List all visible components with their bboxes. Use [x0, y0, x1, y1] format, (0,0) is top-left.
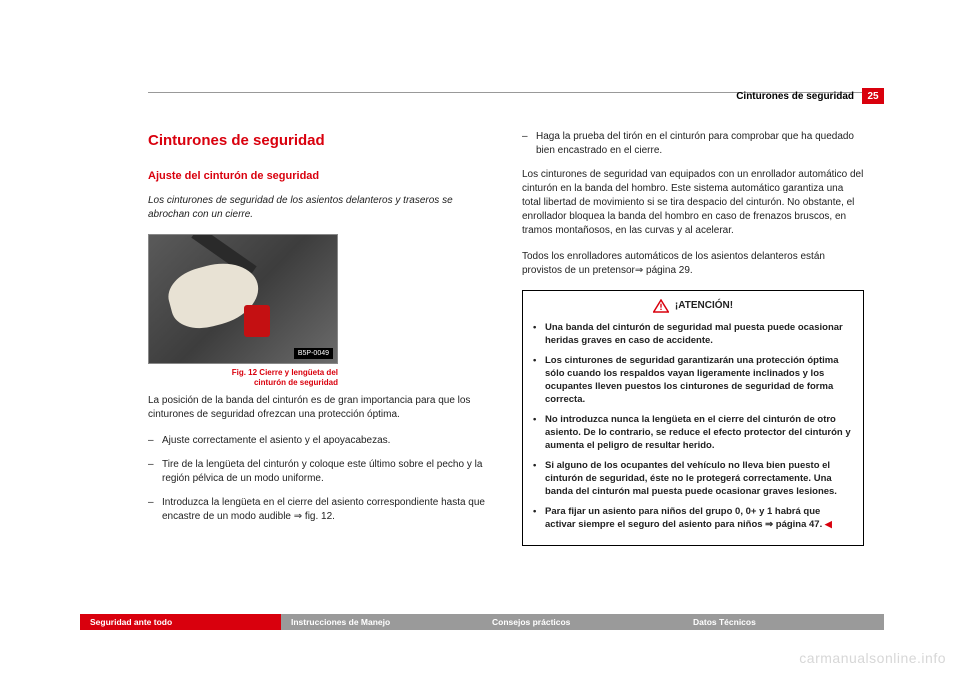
figure-id-label: B5P-0049 — [294, 348, 333, 360]
end-mark-icon: ◀ — [825, 519, 832, 529]
right-column: – Haga la prueba del tirón en el cinturó… — [522, 130, 864, 588]
subheading: Ajuste del cinturón de seguridad — [148, 169, 490, 184]
bullet-icon: • — [533, 459, 545, 499]
warning-text: Los cinturones de seguridad garantizarán… — [545, 354, 853, 407]
warning-header: ¡ATENCIÓN! — [533, 299, 853, 313]
paragraph: Los cinturones de seguridad van equipado… — [522, 168, 864, 238]
warning-item: •Si alguno de los ocupantes del vehículo… — [533, 459, 853, 499]
watermark-text: carmanualsonline.info — [799, 650, 946, 666]
content-area: Cinturones de seguridad Ajuste del cintu… — [148, 130, 864, 588]
dash-icon: – — [148, 434, 162, 448]
manual-page: Cinturones de seguridad 25 Cinturones de… — [0, 0, 960, 678]
warning-text: Si alguno de los ocupantes del vehículo … — [545, 459, 853, 499]
warning-text-inner: Para fijar un asiento para niños del gru… — [545, 506, 822, 530]
footer-tab-consejos[interactable]: Consejos prácticos — [482, 614, 683, 630]
bullet-icon: • — [533, 321, 545, 348]
left-column: Cinturones de seguridad Ajuste del cintu… — [148, 130, 490, 588]
cross-ref-link[interactable]: ⇒ página 29. — [635, 265, 693, 276]
warning-list: •Una banda del cinturón de seguridad mal… — [533, 321, 853, 531]
warning-triangle-icon — [653, 299, 669, 313]
footer-nav: Seguridad ante todo Instrucciones de Man… — [80, 614, 884, 630]
intro-text: Los cinturones de seguridad de los asien… — [148, 194, 490, 222]
header-section-title: Cinturones de seguridad — [736, 91, 854, 102]
step-text: Ajuste correctamente el asiento y el apo… — [162, 434, 490, 448]
figure-caption: Fig. 12 Cierre y lengüeta del cinturón d… — [208, 368, 338, 387]
warning-item: •No introduzca nunca la lengüeta en el c… — [533, 413, 853, 453]
section-heading: Cinturones de seguridad — [148, 130, 490, 151]
warning-text: Para fijar un asiento para niños del gru… — [545, 505, 853, 532]
warning-item: •Para fijar un asiento para niños del gr… — [533, 505, 853, 532]
warning-title: ¡ATENCIÓN! — [675, 299, 733, 313]
step-item: – Tire de la lengüeta del cinturón y col… — [148, 458, 490, 486]
step-text: Tire de la lengüeta del cinturón y coloq… — [162, 458, 490, 486]
warning-text: No introduzca nunca la lengüeta en el ci… — [545, 413, 853, 453]
paragraph-after-figure: La posición de la banda del cinturón es … — [148, 394, 490, 422]
bullet-icon: • — [533, 354, 545, 407]
footer-tab-datos[interactable]: Datos Técnicos — [683, 614, 884, 630]
step-text: Haga la prueba del tirón en el cinturón … — [536, 130, 864, 158]
warning-text: Una banda del cinturón de seguridad mal … — [545, 321, 853, 348]
figure-buckle-shape — [244, 305, 270, 337]
dash-icon: – — [148, 458, 162, 486]
page-number-badge: 25 — [862, 88, 884, 104]
footer-tab-instrucciones[interactable]: Instrucciones de Manejo — [281, 614, 482, 630]
figure-image: B5P-0049 — [148, 234, 338, 364]
warning-item: •Los cinturones de seguridad garantizará… — [533, 354, 853, 407]
bullet-icon: • — [533, 413, 545, 453]
paragraph: Todos los enrolladores automáticos de lo… — [522, 250, 864, 278]
dash-icon: – — [148, 496, 162, 524]
step-item: – Haga la prueba del tirón en el cinturó… — [522, 130, 864, 158]
footer-tab-seguridad[interactable]: Seguridad ante todo — [80, 614, 281, 630]
page-header: Cinturones de seguridad 25 — [736, 88, 884, 104]
warning-item: •Una banda del cinturón de seguridad mal… — [533, 321, 853, 348]
step-text: Introduzca la lengüeta en el cierre del … — [162, 496, 490, 524]
figure: B5P-0049 Fig. 12 Cierre y lengüeta del c… — [148, 234, 338, 387]
dash-icon: – — [522, 130, 536, 158]
warning-box: ¡ATENCIÓN! •Una banda del cinturón de se… — [522, 290, 864, 546]
step-item: – Ajuste correctamente el asiento y el a… — [148, 434, 490, 448]
step-item: – Introduzca la lengüeta en el cierre de… — [148, 496, 490, 524]
bullet-icon: • — [533, 505, 545, 532]
